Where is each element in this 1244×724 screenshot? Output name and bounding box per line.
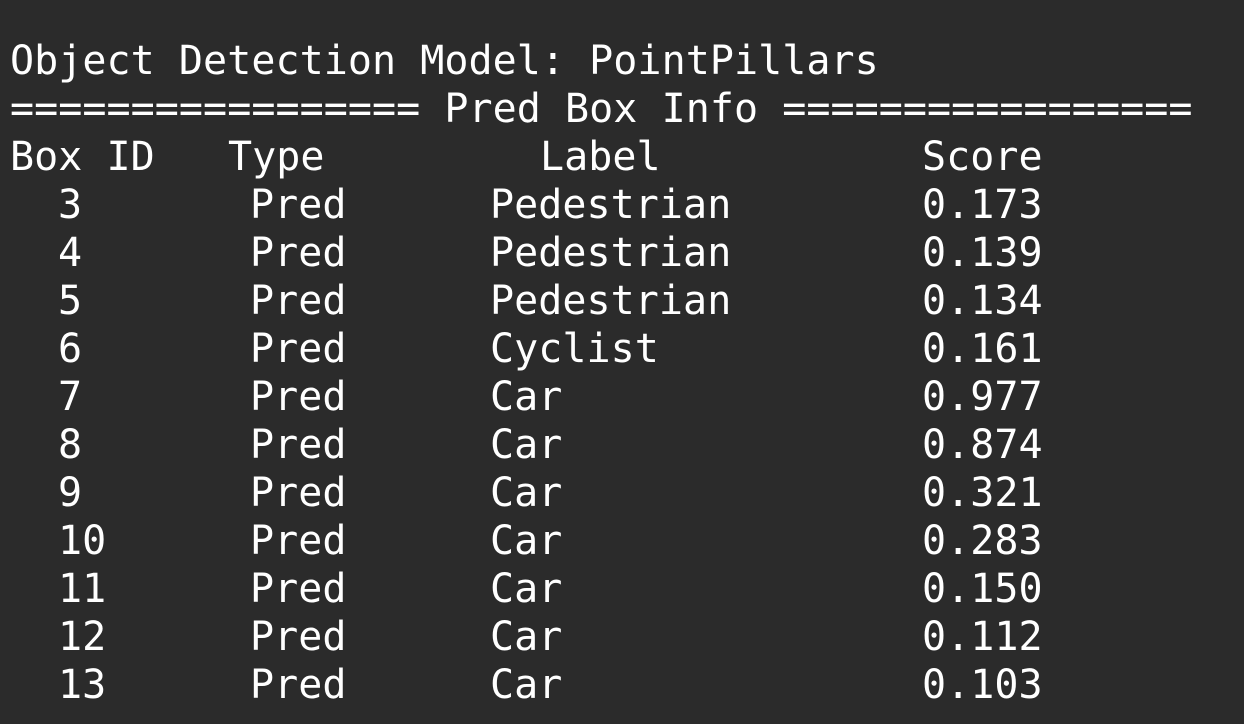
label-cell: Car (490, 662, 563, 708)
label-cell: Car (490, 566, 563, 612)
label-cell: Cyclist (490, 326, 659, 372)
type-cell: Pred (250, 662, 347, 708)
header-label: Label (540, 134, 661, 180)
type-cell: Pred (250, 278, 347, 324)
table-row: 9 Pred Car 0.321 (10, 469, 1234, 517)
score-cell: 0.977 (922, 374, 1043, 420)
type-cell: Pred (250, 182, 347, 228)
score-cell: 0.283 (922, 518, 1043, 564)
header-score: Score (922, 134, 1043, 180)
score-cell: 0.173 (922, 182, 1043, 228)
box-id-cell: 7 (58, 374, 83, 420)
score-cell: 0.112 (922, 614, 1043, 660)
table-row: 8 Pred Car 0.874 (10, 421, 1234, 469)
box-id-cell: 12 (58, 614, 107, 660)
box-id-cell: 10 (58, 518, 107, 564)
type-cell: Pred (250, 326, 347, 372)
box-id-cell: 11 (58, 566, 107, 612)
type-cell: Pred (250, 518, 347, 564)
label-cell: Pedestrian (490, 278, 732, 324)
table-row: 13 Pred Car 0.103 (10, 661, 1234, 709)
label-cell: Pedestrian (490, 230, 732, 276)
type-cell: Pred (250, 422, 347, 468)
label-cell: Car (490, 614, 563, 660)
box-id-cell: 13 (58, 662, 107, 708)
box-id-cell: 3 (58, 182, 83, 228)
table-row: 11 Pred Car 0.150 (10, 565, 1234, 613)
header-type: Type (228, 134, 325, 180)
table-row: 7 Pred Car 0.977 (10, 373, 1234, 421)
box-id-cell: 5 (58, 278, 83, 324)
type-cell: Pred (250, 614, 347, 660)
table-row: 6 Pred Cyclist 0.161 (10, 325, 1234, 373)
separator-line: ================= Pred Box Info ========… (10, 86, 1193, 132)
type-cell: Pred (250, 374, 347, 420)
model-title-line: Object Detection Model: PointPillars (10, 38, 879, 84)
type-cell: Pred (250, 230, 347, 276)
score-cell: 0.161 (922, 326, 1043, 372)
type-cell: Pred (250, 566, 347, 612)
label-cell: Car (490, 470, 563, 516)
score-cell: 0.134 (922, 278, 1043, 324)
label-cell: Car (490, 518, 563, 564)
table-row: 3 Pred Pedestrian 0.173 (10, 181, 1234, 229)
table-row: 12 Pred Car 0.112 (10, 613, 1234, 661)
label-cell: Pedestrian (490, 182, 732, 228)
header-box-id: Box ID (10, 134, 155, 180)
label-cell: Car (490, 422, 563, 468)
box-id-cell: 9 (58, 470, 83, 516)
table-row: 4 Pred Pedestrian 0.139 (10, 229, 1234, 277)
table-row: 5 Pred Pedestrian 0.134 (10, 277, 1234, 325)
table-row: 10 Pred Car 0.283 (10, 517, 1234, 565)
score-cell: 0.150 (922, 566, 1043, 612)
score-cell: 0.103 (922, 662, 1043, 708)
score-cell: 0.874 (922, 422, 1043, 468)
box-id-cell: 8 (58, 422, 83, 468)
box-id-cell: 6 (58, 326, 83, 372)
table-header-row: Box ID Type Label Score (10, 133, 1234, 181)
score-cell: 0.139 (922, 230, 1043, 276)
box-id-cell: 4 (58, 230, 83, 276)
label-cell: Car (490, 374, 563, 420)
score-cell: 0.321 (922, 470, 1043, 516)
type-cell: Pred (250, 470, 347, 516)
